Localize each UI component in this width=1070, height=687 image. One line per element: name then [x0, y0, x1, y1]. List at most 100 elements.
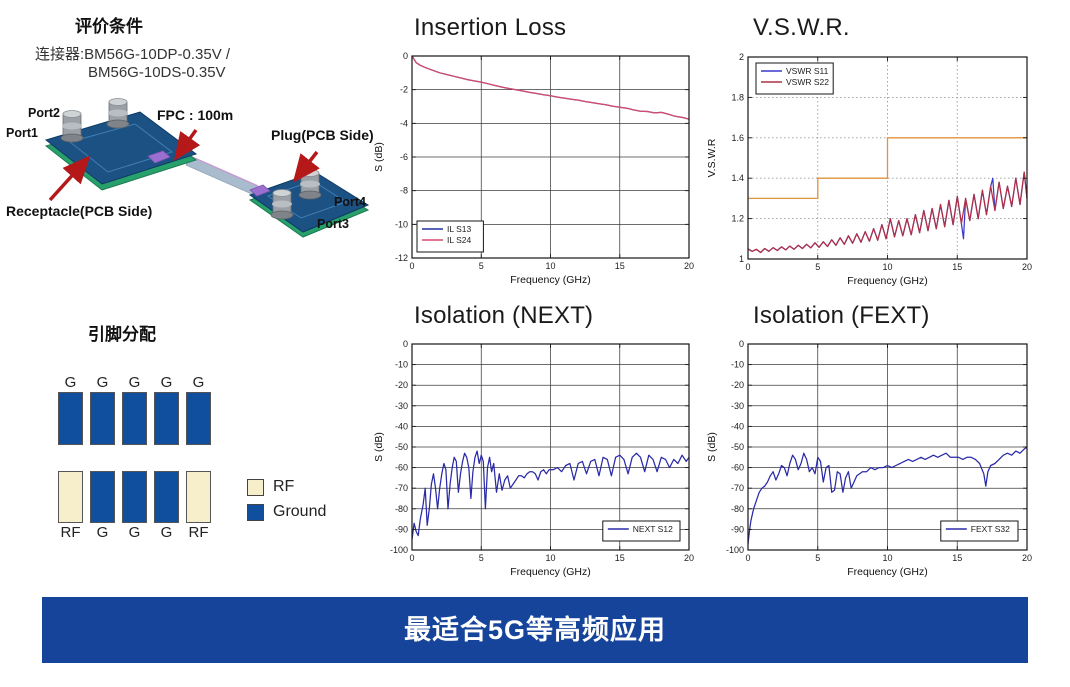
y-tick-label: 1.4 — [731, 173, 744, 183]
pin-column: RF — [186, 471, 211, 542]
fpc-ribbon-edge — [189, 155, 259, 187]
y-tick-label: -40 — [395, 421, 408, 431]
x-tick-label: 5 — [815, 262, 820, 272]
receptacle-connector — [147, 150, 171, 164]
legend-label: FEXT S32 — [971, 524, 1010, 534]
pin-label: G — [64, 374, 77, 391]
pin-label: G — [192, 374, 205, 391]
insertion-loss-chart: 0 5 10 15 20 0 -2 -4 -6 -8 -10 -12 Frequency (GHz) S … — [372, 50, 699, 292]
plug-arrow — [292, 150, 320, 183]
legend-label: IL S24 — [447, 235, 472, 245]
y-tick-label: -50 — [395, 442, 408, 452]
y-tick-label: 2 — [739, 52, 744, 62]
y-tick-label: 0 — [403, 339, 408, 349]
insertion-loss-canvas: 0 5 10 15 20 0 -2 -4 -6 -8 -10 -12 Frequency (GHz) S … — [373, 51, 694, 286]
isolation-fext-title: Isolation (FEXT) — [753, 302, 930, 329]
x-tick-label: 0 — [409, 261, 414, 271]
banner: 最适合5G等高频应用 — [42, 597, 1028, 663]
pin-column: G — [90, 471, 115, 542]
y-tick-label: -6 — [400, 152, 408, 162]
legend-label: IL S13 — [447, 224, 472, 234]
series-next-s12 — [411, 450, 690, 540]
pin-ground — [154, 471, 179, 523]
y-axis-label: S (dB) — [373, 142, 385, 172]
pin-label: G — [96, 524, 109, 541]
legend-label: RF — [273, 478, 295, 495]
insertion-loss-title: Insertion Loss — [414, 14, 567, 41]
y-tick-label: -90 — [731, 524, 744, 534]
series-fext-s32 — [747, 446, 1028, 544]
pin-ground — [90, 471, 115, 523]
vswr-title: V.S.W.R. — [753, 14, 850, 41]
pin-ground — [186, 392, 211, 445]
x-tick-label: 5 — [815, 553, 820, 563]
conditions-title: 评价条件 — [75, 17, 143, 36]
pin-column: RF — [58, 471, 83, 542]
y-tick-label: -70 — [395, 483, 408, 493]
vswr-chart: 0 5 10 15 20 1 1.2 1.4 1.6 1.8 2 Frequency (GHz) V.S… — [705, 50, 1035, 292]
isolation-next-canvas: 0 5 10 15 20 0 -10 -20 -30 -40 -50 -60 -70 -80 -90 -100… — [373, 339, 694, 578]
isolation-next-chart: 0 5 10 15 20 0 -10 -20 -30 -40 -50 -60 -70 -80 -90 -100… — [372, 338, 699, 586]
legend-swatch-ground — [247, 503, 264, 521]
fpc-label: FPC : 100m — [157, 107, 234, 123]
pin-label: RF — [60, 524, 81, 541]
legend-box — [416, 220, 484, 253]
fpc-arrow — [173, 128, 201, 161]
isolation-next-title: Isolation (NEXT) — [414, 302, 594, 329]
port1-connector — [60, 110, 84, 143]
y-axis-label: S (dB) — [706, 432, 718, 462]
y-axis-label: V.S.W.R — [706, 138, 718, 177]
plug-board — [248, 169, 370, 238]
port2-connector — [106, 98, 130, 129]
y-tick-label: -80 — [395, 504, 408, 514]
x-axis-label: Frequency (GHz) — [510, 566, 591, 578]
pin-assignment-title: 引脚分配 — [88, 325, 156, 344]
plug-connector — [249, 184, 271, 197]
x-tick-label: 15 — [952, 553, 962, 563]
y-tick-label: 1.6 — [731, 133, 744, 143]
pin-column: G — [186, 373, 211, 445]
y-tick-label: 0 — [403, 51, 408, 61]
x-tick-label: 20 — [684, 261, 694, 271]
x-tick-label: 0 — [409, 553, 414, 563]
x-tick-label: 10 — [882, 553, 892, 563]
x-tick-label: 10 — [882, 262, 892, 272]
pin-column: G — [154, 471, 179, 542]
pin-row-bottom: RF G G G RF — [58, 471, 211, 542]
y-tick-label: -10 — [395, 360, 408, 370]
series-vswr-s22 — [747, 171, 1028, 254]
pin-ground — [154, 392, 179, 445]
y-tick-label: 1.8 — [731, 92, 744, 102]
port3-label: Port3 — [317, 217, 349, 231]
pin-legend: RF Ground — [247, 478, 326, 521]
pin-column: G — [90, 373, 115, 445]
plug-label: Plug(PCB Side) — [271, 127, 374, 143]
y-tick-label: -4 — [400, 118, 408, 128]
y-tick-label: -2 — [400, 85, 408, 95]
x-tick-label: 5 — [479, 553, 484, 563]
pin-ground — [122, 471, 147, 523]
y-tick-label: -60 — [395, 463, 408, 473]
pin-rf — [58, 471, 83, 523]
pin-ground — [122, 392, 147, 445]
port2-label: Port2 — [28, 106, 60, 120]
legend-swatch-rf — [247, 478, 264, 496]
pin-column: G — [154, 373, 179, 445]
y-tick-label: 0 — [739, 339, 744, 349]
y-tick-label: -10 — [395, 219, 408, 229]
x-tick-label: 20 — [1022, 262, 1032, 272]
pin-ground — [90, 392, 115, 445]
y-tick-label: -8 — [400, 186, 408, 196]
x-tick-label: 5 — [479, 261, 484, 271]
x-axis-label: Frequency (GHz) — [847, 275, 928, 287]
y-tick-label: -40 — [731, 421, 744, 431]
y-tick-label: -50 — [731, 442, 744, 452]
port4-connector — [298, 169, 322, 200]
y-tick-label: -80 — [731, 504, 744, 514]
x-axis-label: Frequency (GHz) — [510, 274, 591, 286]
pin-label: G — [96, 374, 109, 391]
pin-legend-row: RF — [247, 478, 326, 496]
y-tick-label: -60 — [731, 463, 744, 473]
y-tick-label: -100 — [390, 545, 408, 555]
